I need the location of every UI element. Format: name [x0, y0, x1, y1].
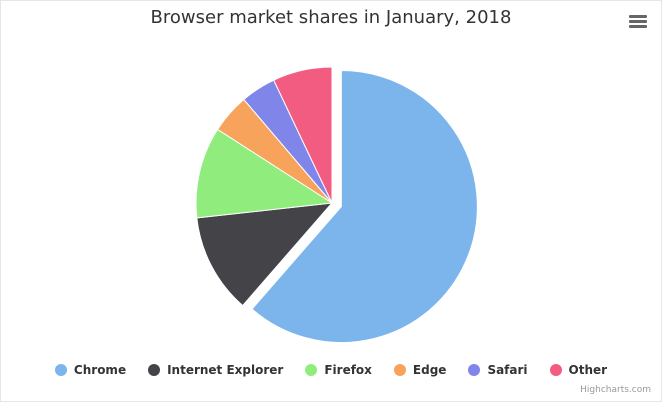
legend-item-firefox[interactable]: Firefox [305, 363, 372, 377]
pie-slice-firefox[interactable] [195, 128, 334, 219]
legend-swatch [549, 364, 562, 376]
legend-label: Firefox [324, 363, 372, 377]
pie-slice-other[interactable] [273, 66, 333, 204]
legend-item-chrome[interactable]: Chrome [54, 363, 127, 377]
pie-slice-chrome[interactable] [251, 70, 478, 344]
pie-chart [195, 66, 478, 344]
legend-item-safari[interactable]: Safari [468, 363, 528, 377]
legend-swatch [393, 364, 406, 376]
legend-item-other[interactable]: Other [549, 363, 608, 377]
legend-label: Chrome [73, 363, 127, 377]
legend-label: Edge [412, 363, 447, 377]
legend-swatch [305, 364, 318, 376]
credits-link[interactable]: Highcharts.com [580, 385, 651, 395]
legend-swatch [54, 364, 67, 376]
pie-slice-internet-explorer[interactable] [196, 202, 334, 307]
legend-item-internet-explorer[interactable]: Internet Explorer [148, 363, 283, 377]
chart-title: Browser market shares in January, 2018 [150, 7, 512, 28]
legend-item-edge[interactable]: Edge [393, 363, 447, 377]
legend-swatch [468, 364, 481, 376]
legend: Chrome Internet Explorer Firefox Edge Safari… [1, 363, 661, 377]
legend-label: Safari [487, 363, 528, 377]
legend-label: Other [568, 363, 608, 377]
legend-label: Internet Explorer [167, 363, 284, 377]
legend-swatch [148, 364, 161, 376]
hamburger-menu-icon[interactable] [629, 15, 647, 29]
